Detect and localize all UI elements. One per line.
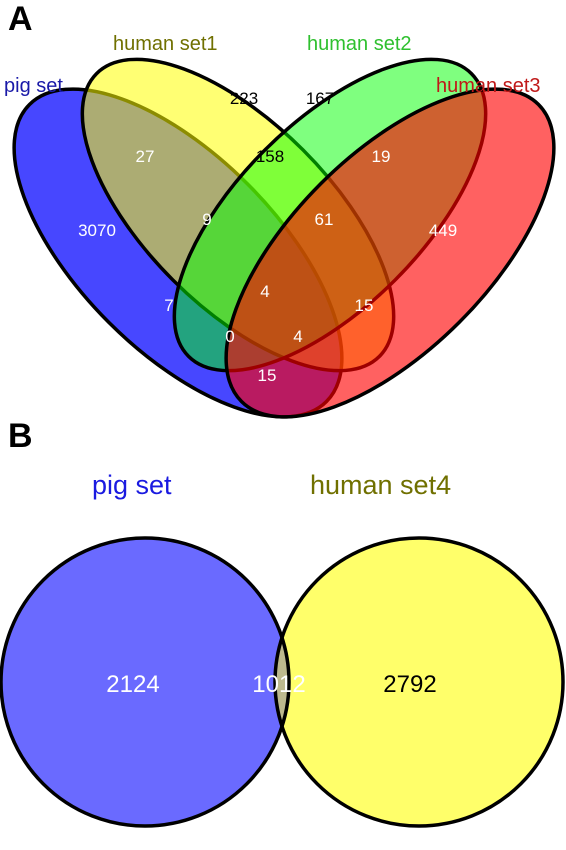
venn-b-circles <box>0 536 565 828</box>
venn-b-counts: 2124 1012 2792 <box>106 671 436 698</box>
label-pig-set: pig set <box>4 75 63 97</box>
count-pig-human1: 27 <box>136 147 155 166</box>
count-all-four: 4 <box>260 282 269 301</box>
count-pig-human1-human3: 4 <box>293 327 302 346</box>
count-b-pig-only: 2124 <box>106 671 159 698</box>
count-pig-human1-human2: 9 <box>202 210 211 229</box>
panel-a-letter: A <box>8 0 33 38</box>
count-pig-human3: 15 <box>258 366 277 385</box>
label-b-human-set4: human set4 <box>310 470 451 500</box>
count-pig-human2: 7 <box>164 296 173 315</box>
count-human1-human2: 158 <box>256 147 284 166</box>
venn-a-ellipses <box>12 57 556 419</box>
count-b-human4-only: 2792 <box>383 671 436 698</box>
venn-a-set-labels: pig set human set1 human set2 human set3 <box>4 33 541 97</box>
label-human-set2: human set2 <box>307 33 412 55</box>
count-human-set2-only: 167 <box>306 89 334 108</box>
circle-human-set4 <box>275 538 563 826</box>
count-pig-only: 3070 <box>78 221 116 240</box>
circle-pig-set <box>1 538 289 826</box>
venn-a-counts: 3070 223 167 449 27 158 19 9 61 7 4 15 0… <box>78 89 457 385</box>
panel-b-letter: B <box>8 417 33 455</box>
count-human1-human2-human3: 61 <box>315 210 334 229</box>
panel-a: A pig set human set1 human set2 human se… <box>4 0 556 419</box>
venn-b-set-labels: pig set human set4 <box>92 470 451 500</box>
count-human1-human3: 15 <box>355 296 374 315</box>
count-human-set1-only: 223 <box>230 89 258 108</box>
count-pig-human2-human3: 0 <box>225 327 234 346</box>
count-human2-human3: 19 <box>372 147 391 166</box>
ellipse-human-set3 <box>224 87 556 419</box>
count-b-both: 1012 <box>252 671 305 698</box>
label-human-set1: human set1 <box>113 33 218 55</box>
panel-b: B pig set human set4 2124 1012 2792 <box>0 417 565 828</box>
count-human-set3-only: 449 <box>429 221 457 240</box>
label-b-pig-set: pig set <box>92 470 172 500</box>
label-human-set3: human set3 <box>436 75 541 97</box>
circle-pig-set-outline <box>0 536 291 828</box>
circle-human-set4-outline <box>273 536 565 828</box>
